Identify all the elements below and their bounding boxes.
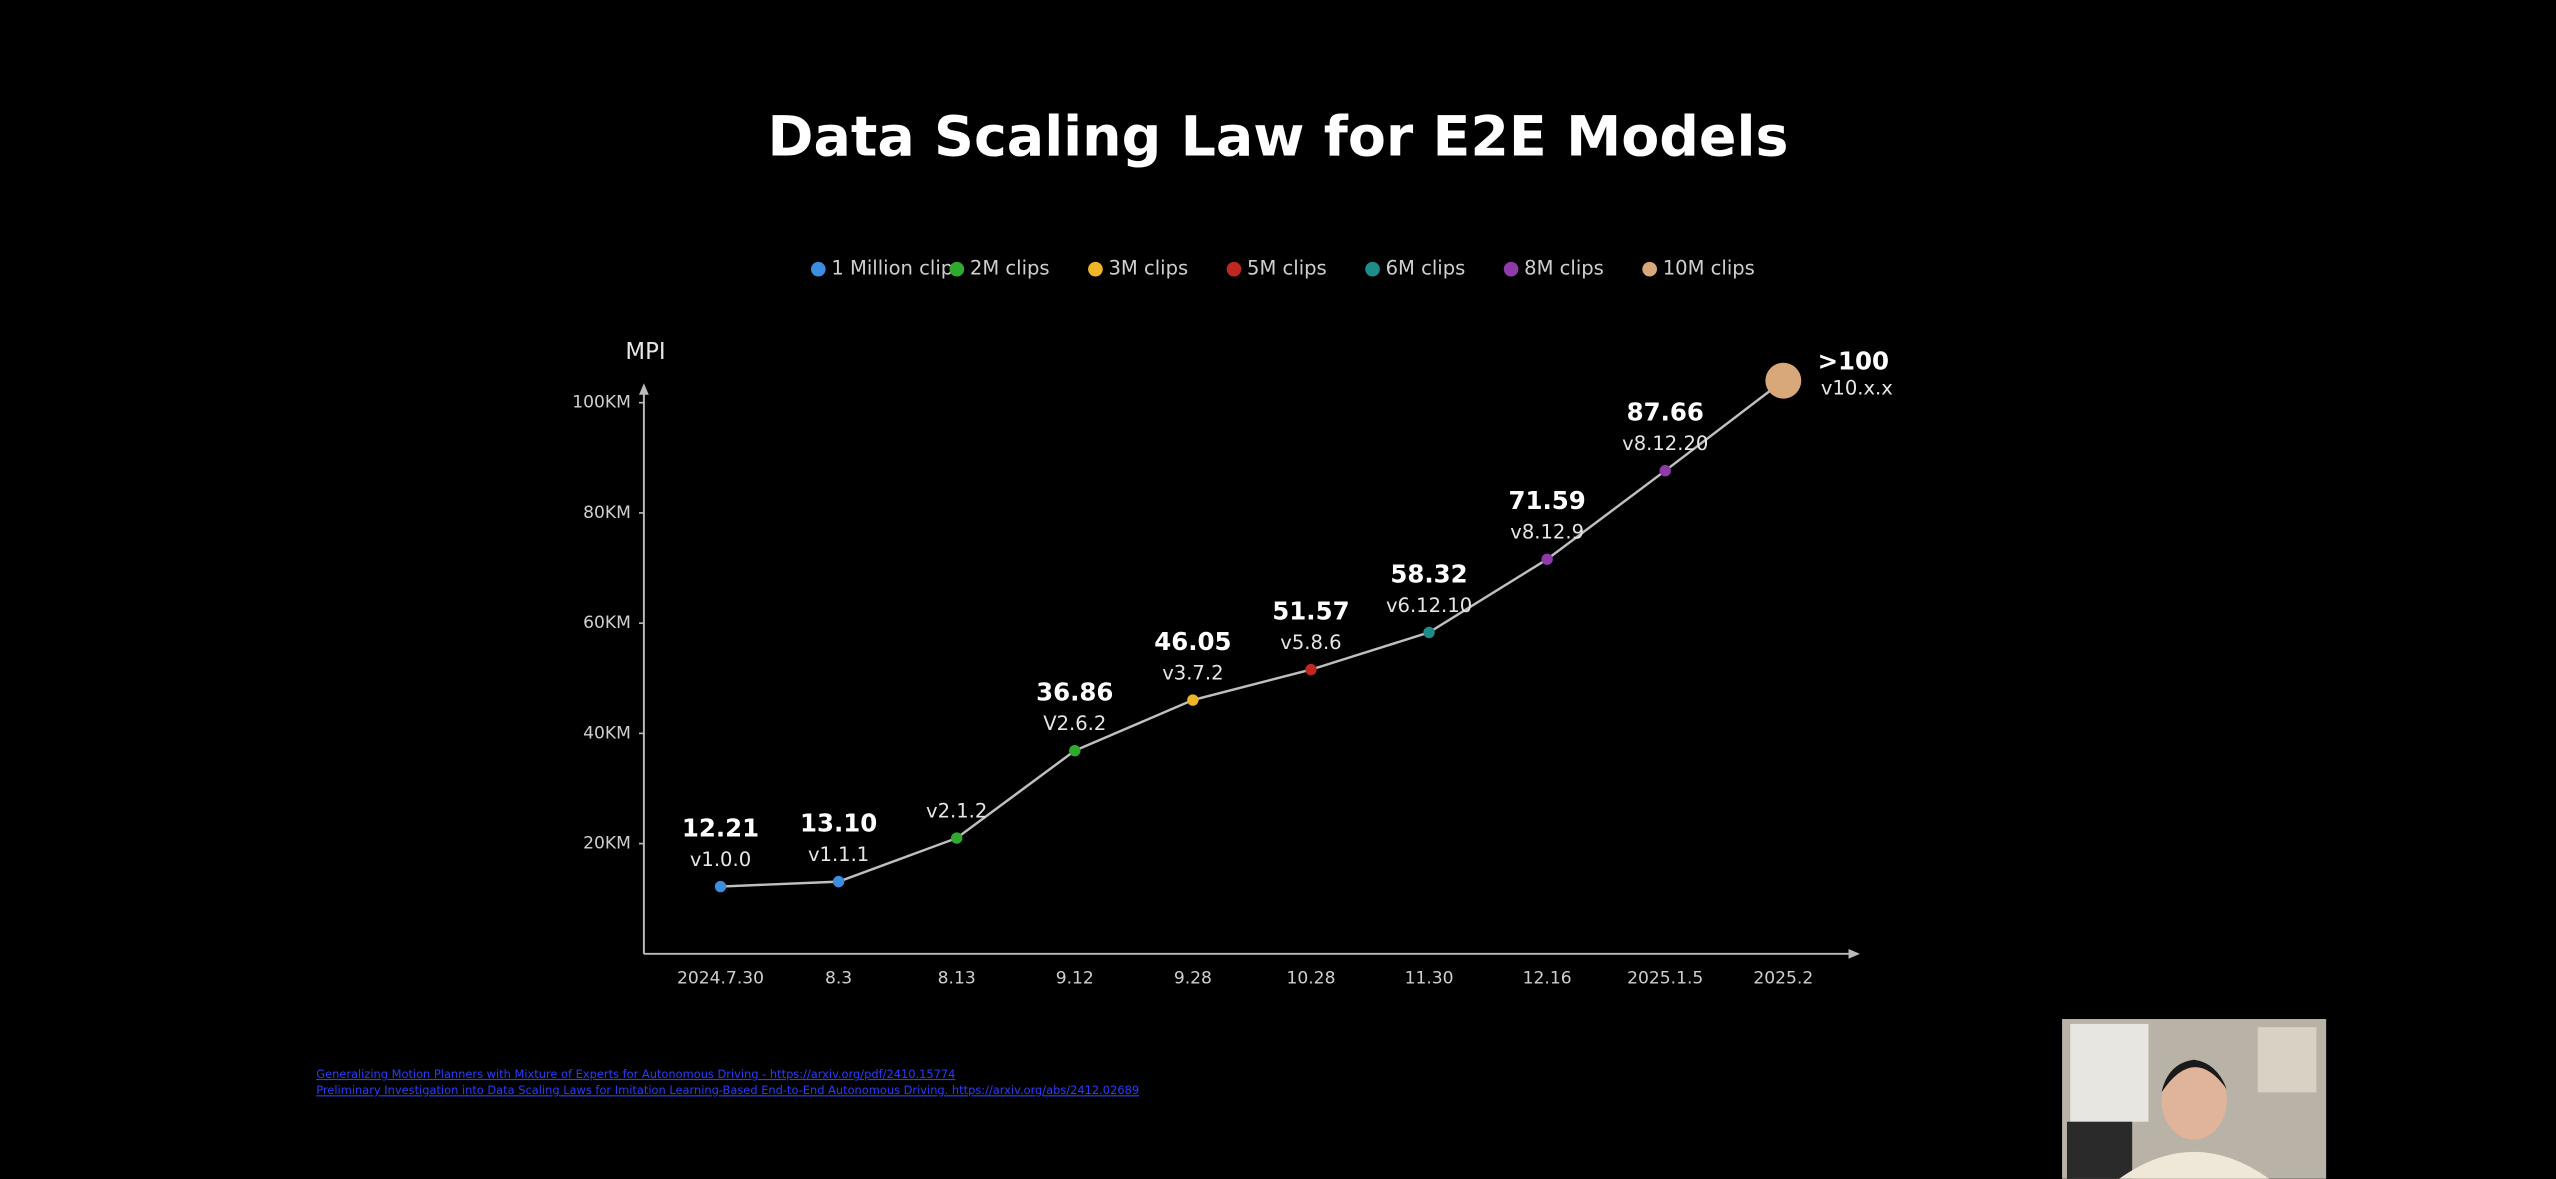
data-point [1069, 744, 1081, 757]
data-label: 51.57 [1272, 597, 1349, 626]
chart-title: Data Scaling Law for E2E Models [768, 106, 1789, 170]
legend-swatch [1226, 261, 1242, 277]
y-tick-label: 40KM [583, 723, 631, 743]
y-axis-label: MPI [625, 339, 665, 365]
x-tick-label: 11.30 [1405, 968, 1454, 988]
version-label: v8.12.20 [1622, 432, 1708, 455]
version-label: v10.x.x [1821, 376, 1893, 399]
y-tick-label: 20KM [583, 834, 631, 854]
data-point [1541, 553, 1553, 565]
legend-label: 3M clips [1108, 257, 1188, 280]
version-label: V2.6.2 [1043, 712, 1106, 735]
data-label: 13.10 [800, 809, 877, 838]
legend-swatch [1503, 261, 1519, 277]
data-label: 46.05 [1154, 627, 1231, 656]
data-point [832, 875, 845, 888]
version-label: v6.12.10 [1386, 594, 1472, 617]
legend-label: 6M clips [1386, 257, 1466, 280]
y-axis-arrow [639, 383, 649, 395]
y-tick-label: 60KM [583, 613, 631, 633]
x-tick-label: 2025.1.5 [1627, 968, 1703, 988]
x-tick-label: 2025.2 [1753, 968, 1813, 988]
x-tick-label: 10.28 [1286, 968, 1335, 988]
data-label: 36.86 [1036, 678, 1113, 707]
data-point [1187, 694, 1199, 706]
legend-swatch [949, 261, 965, 277]
version-label: v8.12.9 [1510, 521, 1584, 544]
reference-link[interactable]: Generalizing Motion Planners with Mixtur… [316, 1067, 955, 1081]
data-label: 87.66 [1627, 398, 1704, 427]
x-tick-label: 2024.7.30 [677, 968, 764, 988]
x-tick-label: 9.12 [1056, 968, 1094, 988]
data-line [720, 379, 1785, 888]
version-label: v2.1.2 [926, 800, 987, 823]
y-tick-label: 100KM [572, 393, 631, 413]
version-label: v1.0.0 [690, 848, 751, 871]
x-axis-arrow [1848, 948, 1860, 959]
data-point [950, 832, 963, 844]
legend-label: 2M clips [970, 257, 1050, 280]
reference-link[interactable]: Preliminary Investigation into Data Scal… [316, 1083, 1139, 1097]
legend-swatch [1365, 261, 1380, 277]
version-label: v5.8.6 [1280, 631, 1341, 654]
legend-label: 1 Million clips [831, 257, 963, 280]
webcam-thumbnail [2062, 1019, 2327, 1179]
x-tick-label: 12.16 [1523, 968, 1572, 988]
data-label: 71.59 [1508, 486, 1585, 515]
data-point [1423, 626, 1435, 639]
legend-swatch [1642, 261, 1657, 277]
data-label: >100 [1818, 347, 1890, 376]
version-label: v1.1.1 [808, 843, 869, 866]
data-label: 12.21 [682, 813, 759, 842]
x-tick-label: 9.28 [1174, 968, 1212, 988]
legend-label: 8M clips [1524, 257, 1604, 280]
legend-swatch [810, 261, 826, 277]
legend-swatch [1088, 261, 1103, 277]
data-point [1659, 465, 1671, 477]
x-tick-label: 8.3 [825, 968, 852, 988]
y-tick-label: 80KM [583, 503, 631, 523]
data-point [1765, 362, 1802, 399]
legend-label: 5M clips [1247, 257, 1327, 280]
x-tick-label: 8.13 [938, 968, 976, 988]
version-label: v3.7.2 [1162, 661, 1223, 684]
data-label: 58.32 [1390, 559, 1467, 588]
data-point [714, 880, 727, 893]
data-point [1305, 663, 1317, 676]
legend-label: 10M clips [1663, 257, 1755, 280]
